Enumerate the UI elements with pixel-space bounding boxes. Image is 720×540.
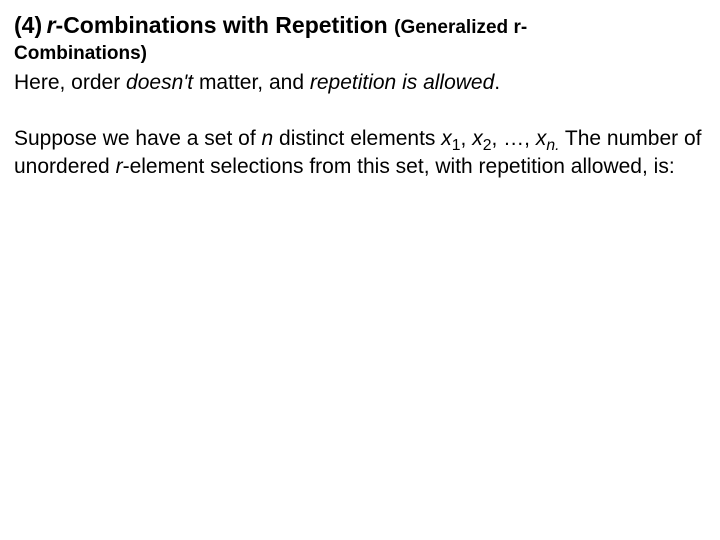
- paragraph-2: Suppose we have a set of n distinct elem…: [14, 125, 706, 182]
- heading-r: r: [47, 12, 56, 38]
- heading-line2: Combinations): [14, 41, 706, 67]
- p2-x2: x: [472, 127, 483, 150]
- heading-paren-1: (Generalized r-: [394, 17, 527, 38]
- p2-x1: x: [441, 127, 452, 150]
- p2-n: n: [262, 127, 274, 150]
- p2-xn: x: [536, 127, 547, 150]
- intro-line: Here, order doesn't matter, and repetiti…: [14, 69, 706, 97]
- p2-c2: , …,: [491, 127, 535, 150]
- p2-sub1: 1: [452, 137, 461, 154]
- intro-pre: Here, order: [14, 71, 126, 94]
- heading-title: r-Combinations with Repetition: [47, 12, 395, 38]
- p2-t4: -element selections from this set, with …: [123, 155, 675, 178]
- p2-subn: n.: [546, 137, 559, 154]
- intro-rep: repetition is allowed: [310, 71, 494, 94]
- p2-r: r: [116, 155, 123, 178]
- intro-doesnt: doesn't: [126, 71, 193, 94]
- p2-t1: Suppose we have a set of: [14, 127, 262, 150]
- heading-paren-2: Combinations): [14, 43, 147, 64]
- p2-t2: distinct elements: [273, 127, 441, 150]
- p2-c1: ,: [461, 127, 473, 150]
- heading-rest: -Combinations with Repetition: [56, 12, 388, 38]
- intro-end: .: [494, 71, 500, 94]
- intro-mid: matter, and: [193, 71, 310, 94]
- slide-content: (4) r-Combinations with Repetition (Gene…: [14, 10, 706, 182]
- heading: (4) r-Combinations with Repetition (Gene…: [14, 10, 706, 41]
- heading-number: (4): [14, 12, 42, 38]
